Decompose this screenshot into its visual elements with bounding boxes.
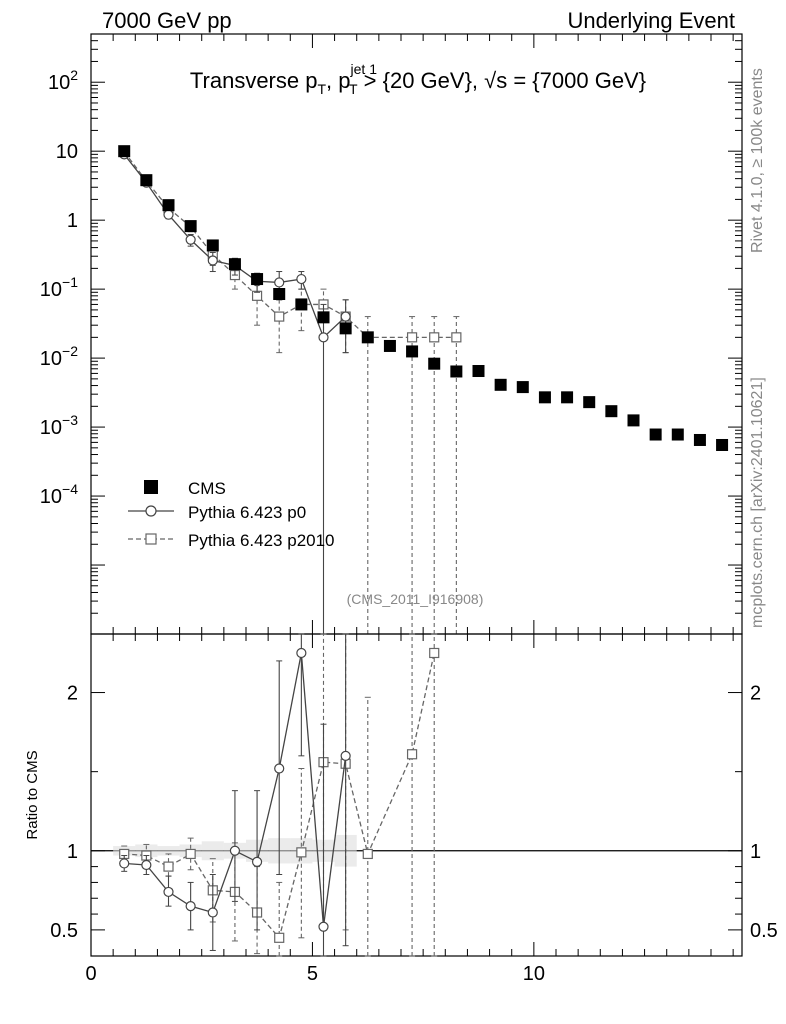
ytick-label: 1 [67, 210, 78, 232]
p0-point [340, 750, 351, 761]
p2010-point [274, 311, 285, 322]
cms-band [157, 846, 180, 856]
cms-point [561, 391, 574, 404]
p0-point [296, 273, 307, 285]
ytick-label: 10−2 [40, 343, 78, 370]
p0-point [185, 901, 196, 912]
cms-point [162, 199, 175, 212]
legend-p0-label: Pythia 6.423 p0 [188, 503, 306, 522]
cms-point [671, 428, 684, 441]
series-line [123, 153, 347, 339]
ytick-label: 10−4 [40, 481, 78, 508]
ratio-ylabel: Ratio to CMS [24, 750, 41, 839]
p2010-point [185, 848, 196, 860]
p0-point [229, 845, 241, 856]
p0-point [185, 234, 196, 245]
cms-point [206, 239, 219, 252]
mcplots-label: mcplots.cern.ch [arXiv:2401.10621] [749, 377, 766, 628]
cms-point [494, 378, 507, 391]
p0-point [141, 859, 152, 871]
cms-point [627, 414, 640, 427]
ratio-frame [90, 633, 743, 957]
ratio-ytick-label-left: 2 [67, 683, 78, 705]
ytick-label: 10 [56, 141, 78, 163]
p2010-point [429, 332, 440, 343]
p0-point [318, 332, 329, 343]
cms-point [516, 381, 529, 394]
p0-point [119, 858, 130, 869]
p0-point [274, 763, 285, 774]
cms-point [472, 365, 485, 378]
p0-point [163, 886, 174, 898]
cms-point [383, 339, 396, 352]
p2010-point [274, 932, 285, 943]
ytick-label: 102 [48, 67, 78, 94]
p2010-point [163, 861, 174, 872]
ytick-label: 10−1 [40, 274, 78, 301]
p2010-point [362, 848, 373, 860]
ratio-ytick-label-left: 1 [67, 841, 78, 863]
series-line [123, 151, 457, 338]
cms-point [716, 438, 729, 451]
cms-point [228, 258, 241, 271]
p0-point [163, 209, 174, 220]
p2010-point [406, 332, 418, 343]
cms-point [693, 433, 706, 446]
p2010-point [451, 332, 462, 343]
cms-point [140, 174, 153, 187]
cms-point [184, 220, 197, 233]
cms-point [406, 345, 419, 358]
ratio-ytick-label-left: 0.5 [50, 920, 78, 942]
p0-point [207, 907, 218, 918]
p0-point [207, 255, 218, 266]
ratio-ytick-label-right: 2 [750, 683, 761, 705]
cms-band [201, 841, 224, 861]
legend-cms-marker [144, 480, 158, 494]
cms-point [251, 273, 264, 286]
cms-point [649, 428, 662, 441]
rivet-label: Rivet 4.1.0, ≥ 100k events [749, 68, 766, 253]
header-left: 7000 GeV pp [102, 8, 232, 33]
cms-point [295, 298, 308, 311]
cms-point [361, 331, 374, 344]
ratio-ytick-label-right: 0.5 [750, 920, 778, 942]
p2010-point [429, 647, 440, 659]
xtick-label: 0 [85, 963, 96, 985]
ratio-panel: 0.5 0.5 1 1 2 2 0 5 10 Ratio to CMS [24, 633, 778, 985]
legend: CMS Pythia 6.423 p0 Pythia 6.423 p2010 [128, 479, 335, 550]
cms-point [583, 396, 596, 409]
cms-point [339, 322, 352, 335]
ytick-label: 10−3 [40, 412, 78, 439]
legend-p2010-marker [145, 533, 157, 545]
p0-point [251, 856, 263, 867]
p2010-point [296, 847, 307, 858]
cms-point [317, 311, 330, 324]
p0-point [318, 921, 329, 932]
p0-point [340, 311, 351, 322]
cms-point [605, 405, 618, 418]
p0-point [274, 277, 285, 288]
cms-point [450, 365, 463, 378]
xtick-label: 10 [523, 963, 545, 985]
xtick-label: 5 [307, 963, 318, 985]
cms-point [273, 287, 286, 300]
header-right: Underlying Event [567, 8, 735, 33]
p2010-point [406, 749, 418, 760]
cms-point [428, 357, 441, 370]
legend-p2010-label: Pythia 6.423 p2010 [188, 531, 335, 550]
p0-point [296, 647, 307, 659]
analysis-id: (CMS_2011_I916908) [347, 591, 484, 607]
legend-p0-marker [145, 505, 157, 517]
ratio-ytick-label-right: 1 [750, 841, 761, 863]
cms-point [538, 391, 551, 404]
legend-cms-label: CMS [188, 479, 226, 498]
cms-point [118, 145, 131, 158]
